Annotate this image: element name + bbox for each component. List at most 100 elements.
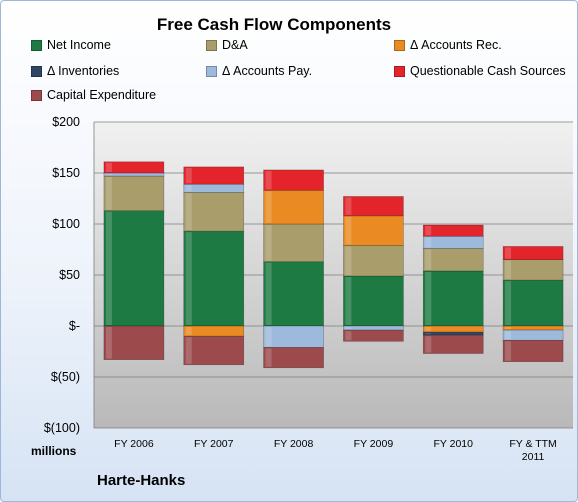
x-tick-label: FY 2008	[274, 438, 314, 450]
legend-item: Δ Accounts Rec.	[394, 38, 502, 52]
bar-highlight	[425, 237, 432, 248]
bar-segment	[502, 259, 564, 281]
y-tick-label: $(50)	[51, 370, 80, 384]
company-name: Harte-Hanks	[97, 472, 186, 489]
bar-highlight	[345, 246, 352, 276]
y-tick-label: $-	[69, 319, 80, 333]
legend-swatch	[31, 39, 42, 51]
bar-highlight	[265, 191, 272, 223]
bar-segment	[422, 331, 484, 336]
legend-item: Δ Accounts Pay.	[206, 64, 312, 78]
legend-swatch	[31, 89, 42, 101]
x-tick-label: FY & TTM	[509, 438, 556, 450]
legend-label: D&A	[222, 38, 248, 52]
y-tick-label: $(100)	[44, 421, 80, 435]
bar-highlight	[425, 271, 432, 325]
bar-highlight	[185, 232, 192, 325]
bar-highlight	[425, 333, 432, 335]
bar-segment	[263, 190, 324, 225]
bar-segment	[502, 325, 564, 331]
bar-highlight	[425, 327, 432, 332]
bar-highlight	[265, 327, 272, 347]
bar-segment	[343, 215, 404, 246]
bar-highlight	[505, 327, 512, 330]
bar-segment	[183, 183, 245, 193]
legend-item: Δ Inventories	[31, 64, 119, 78]
legend-item: D&A	[206, 38, 248, 52]
bar-highlight	[105, 211, 112, 325]
bar-segment	[263, 169, 324, 191]
bar-segment	[502, 329, 564, 341]
bar-segment	[263, 347, 324, 369]
bar-segment	[183, 335, 245, 366]
x-tick-label: FY 2007	[194, 438, 234, 450]
bar-highlight	[265, 348, 272, 367]
legend: Net Income D&A Δ Accounts Rec. Δ Inventorie…	[1, 1, 577, 111]
bar-segment	[343, 325, 404, 331]
bar-highlight	[185, 185, 192, 192]
y-tick-label: $50	[59, 268, 80, 282]
bar-segment	[183, 166, 245, 185]
legend-label: Net Income	[47, 38, 111, 52]
legend-swatch	[206, 65, 217, 77]
x-tick-label: FY 2006	[114, 438, 154, 450]
legend-item: Capital Expenditure	[31, 88, 156, 102]
legend-label: Capital Expenditure	[47, 88, 157, 102]
legend-item: Net Income	[31, 38, 111, 52]
bar-highlight	[185, 327, 192, 336]
bar-highlight	[265, 225, 272, 261]
bar-highlight	[185, 167, 192, 184]
y-tick-label: $100	[52, 217, 80, 231]
bar-segment	[502, 246, 564, 261]
bar-segment	[263, 223, 324, 263]
legend-swatch	[394, 65, 405, 77]
bar-segment	[422, 325, 484, 333]
bar-segment	[422, 224, 484, 237]
bar-segment	[103, 175, 165, 212]
bar-highlight	[345, 277, 352, 325]
bar-highlight	[105, 162, 112, 172]
bar-highlight	[345, 197, 352, 215]
y-tick-label: $200	[52, 115, 80, 129]
bar-highlight	[505, 260, 512, 280]
bar-highlight	[425, 226, 432, 236]
x-tick-label: 2011	[522, 451, 545, 463]
bar-segment	[343, 329, 404, 342]
bar-highlight	[425, 249, 432, 270]
bar-segment	[103, 210, 165, 327]
bar-segment	[103, 172, 165, 177]
bar-highlight	[105, 177, 112, 210]
bar-segment	[263, 261, 324, 327]
bar-highlight	[265, 170, 272, 190]
legend-item: Questionable Cash Sources	[394, 64, 566, 78]
bar-highlight	[345, 327, 352, 330]
x-tick-label: FY 2009	[354, 438, 394, 450]
bar-highlight	[345, 216, 352, 245]
bar-highlight	[425, 336, 432, 353]
x-tick-label: FY 2010	[433, 438, 473, 450]
bar-highlight	[505, 281, 512, 325]
bar-segment	[343, 196, 404, 217]
legend-swatch	[31, 65, 42, 77]
bar-highlight	[105, 174, 112, 176]
y-unit-label: millions	[31, 444, 77, 458]
bar-segment	[343, 275, 404, 327]
bar-segment	[103, 161, 165, 174]
bar-segment	[502, 339, 564, 362]
legend-swatch	[206, 39, 217, 51]
bar-highlight	[505, 331, 512, 340]
bar-highlight	[505, 341, 512, 361]
bar-highlight	[265, 262, 272, 325]
bar-highlight	[105, 327, 112, 359]
bar-segment	[263, 325, 324, 348]
y-tick-label: $150	[52, 166, 80, 180]
bar-segment	[183, 192, 245, 232]
bar-highlight	[345, 331, 352, 341]
legend-label: Δ Inventories	[47, 64, 120, 78]
bar-segment	[422, 248, 484, 272]
bar-segment	[422, 270, 484, 327]
bar-segment	[422, 235, 484, 249]
bar-segment	[422, 334, 484, 354]
